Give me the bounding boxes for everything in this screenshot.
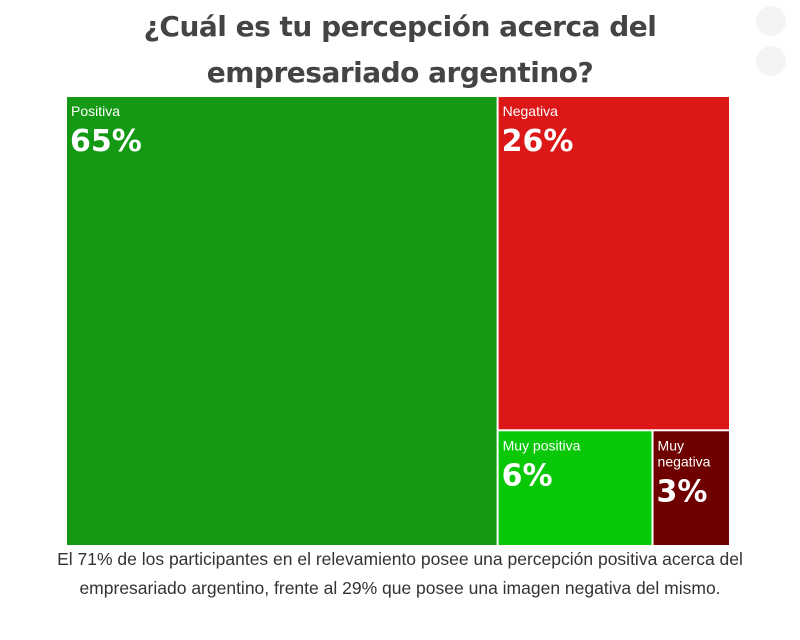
treemap-cell-positiva[interactable]: Positiva 65% [66, 96, 498, 546]
treemap-label-positiva: Positiva [71, 103, 120, 119]
treemap-chart: Positiva 65% Negativa 26% Muy positiva 6% Muy n… [66, 96, 730, 546]
treemap-label-muy-negativa-2: negativa [658, 453, 711, 469]
treemap-value-muy-positiva: 6% [502, 458, 553, 493]
treemap-svg: Positiva 65% Negativa 26% Muy positiva 6% Muyn… [66, 96, 730, 546]
share-icon[interactable] [756, 6, 786, 36]
menu-icon[interactable] [756, 46, 786, 76]
treemap-rect-negativa[interactable] [497, 96, 730, 431]
treemap-label-negativa: Negativa [503, 103, 558, 119]
chart-caption: El 71% de los participantes en el releva… [57, 549, 743, 598]
treemap-label-muy-positiva: Muy positiva [503, 437, 581, 453]
treemap-label-muy-negativa-1: Muy [658, 437, 684, 453]
treemap-rect-muy-positiva[interactable] [497, 430, 653, 546]
treemap-rect-positiva[interactable] [66, 96, 498, 546]
chart-title: ¿Cuál es tu percepción acerca del empres… [143, 10, 657, 89]
treemap-value-muy-negativa: 3% [657, 474, 708, 509]
treemap-cell-muy-positiva[interactable]: Muy positiva 6% [497, 430, 653, 546]
treemap-rect-muy-negativa[interactable] [652, 430, 730, 546]
treemap-cell-negativa[interactable]: Negativa 26% [497, 96, 730, 431]
treemap-value-negativa: 26% [502, 124, 574, 159]
treemap-value-positiva: 65% [70, 124, 142, 159]
